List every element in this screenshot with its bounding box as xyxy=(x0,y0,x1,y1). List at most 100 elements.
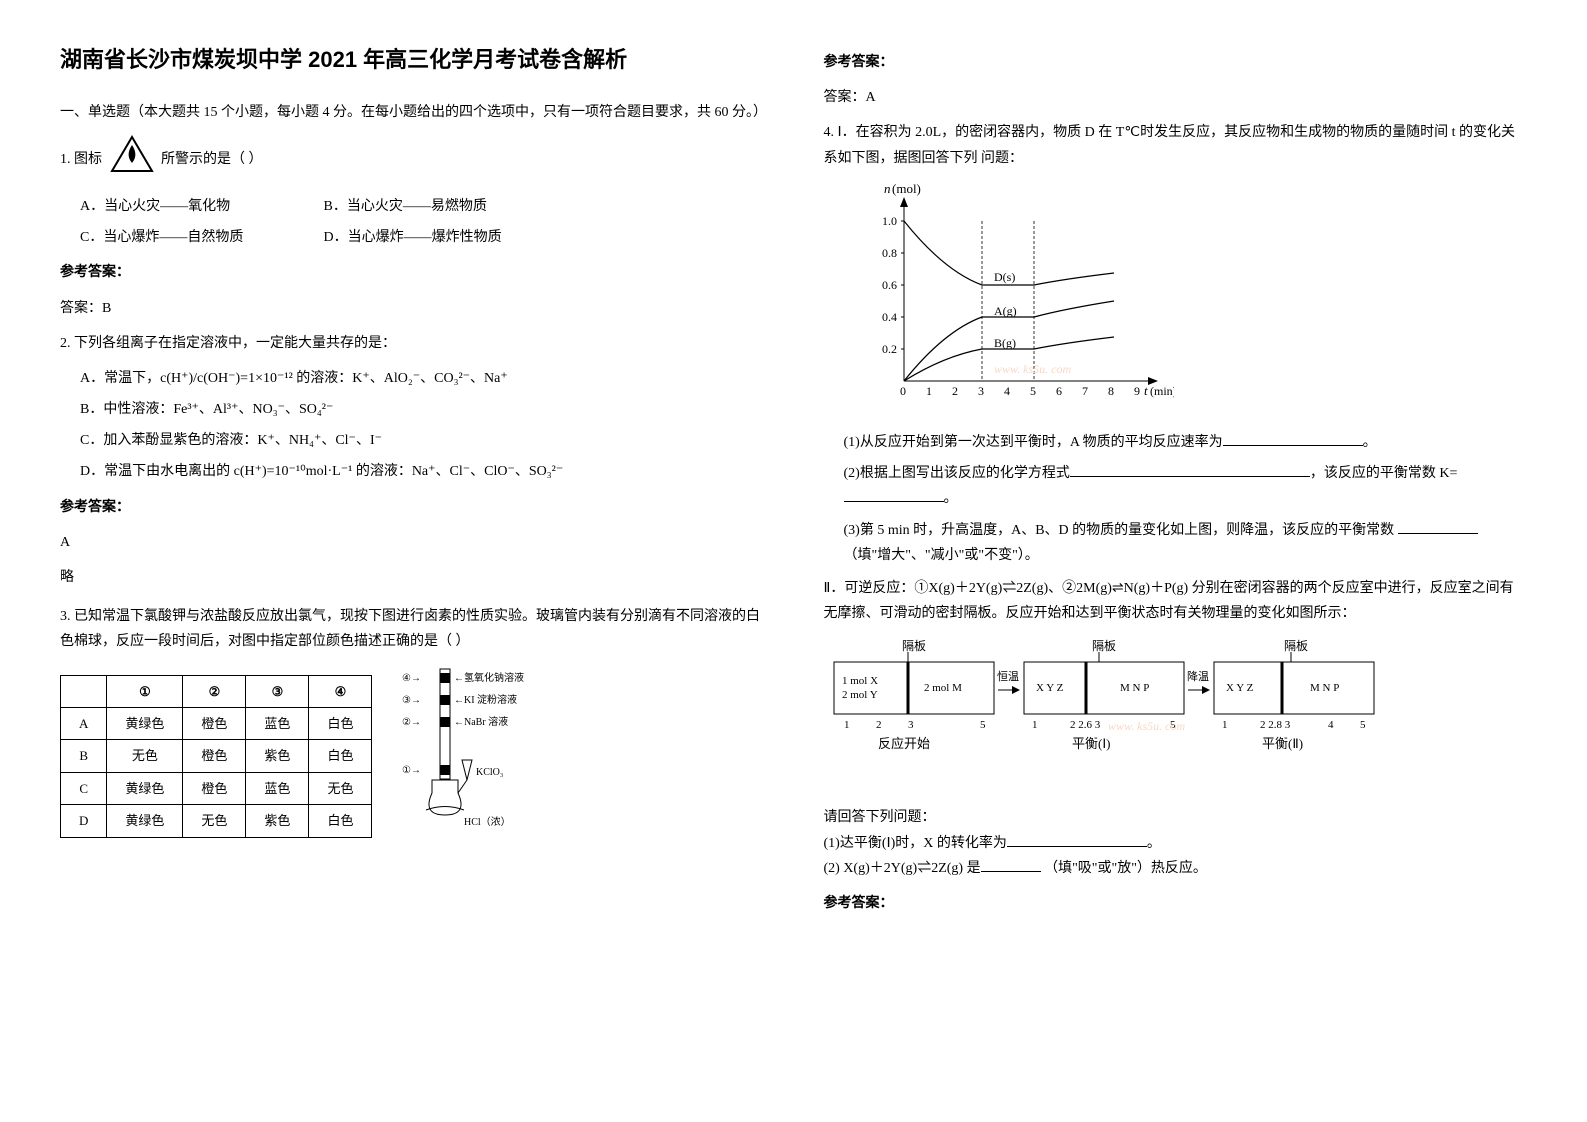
q4-sub1-text: (1)从反应开始到第一次达到平衡时，A 物质的平均反应速率为 xyxy=(844,435,1223,450)
cell: 紫色 xyxy=(246,740,309,772)
svg-text:平衡(Ⅰ): 平衡(Ⅰ) xyxy=(1072,736,1111,751)
q4-p2: (2) X(g)＋2Y(g)⇌2Z(g) 是 （填"吸"或"放"）热反应。 xyxy=(824,856,1528,881)
blank-fill xyxy=(981,857,1041,872)
svg-text:0.6: 0.6 xyxy=(882,278,897,292)
blank-fill xyxy=(1007,832,1147,847)
q4-panels: 隔板 1 mol X 2 mol Y 2 mol M 1235 反应开始 恒温 … xyxy=(824,636,1528,795)
q2-opt-b: B．中性溶液：Fe³⁺、Al³⁺、NO₃⁻、SO₄²⁻ xyxy=(60,397,764,422)
svg-text:0.4: 0.4 xyxy=(882,310,897,324)
question-4-part1-stem: 4. Ⅰ．在容积为 2.0L，的密闭容器内，物质 D 在 T℃时发生反应，其反应… xyxy=(824,120,1528,170)
svg-text:B(g): B(g) xyxy=(994,336,1016,350)
q2-opt-c: C．加入苯酚显紫色的溶液：K⁺、NH₄⁺、Cl⁻、I⁻ xyxy=(60,428,764,453)
svg-text:7: 7 xyxy=(1082,384,1088,398)
th-3: ③ xyxy=(246,675,309,707)
answer-label-1: 答案： xyxy=(60,301,102,316)
svg-text:5: 5 xyxy=(1030,384,1036,398)
q3-color-table: ① ② ③ ④ A 黄绿色 橙色 蓝色 白色 B 无色 橙色 紫色 xyxy=(60,675,372,838)
svg-text:3: 3 xyxy=(978,384,984,398)
svg-text:←NaBr 溶液: ←NaBr 溶液 xyxy=(454,715,508,728)
q1-stem-post: 所警示的是（ ） xyxy=(161,152,263,167)
table-row-a: A 黄绿色 橙色 蓝色 白色 xyxy=(61,707,372,739)
svg-text:5: 5 xyxy=(980,719,986,731)
q3-apparatus: ④→←氢氧化钠溶液 ③→←KI 淀粉溶液 ②→←NaBr 溶液 ①→ KClO₃… xyxy=(402,665,552,843)
svg-text:0.2: 0.2 xyxy=(882,342,897,356)
blank-fill xyxy=(1398,519,1478,534)
question-1: 1. 图标 所警示的是（ ） xyxy=(60,135,764,184)
cell: 橙色 xyxy=(183,740,246,772)
svg-text:②→: ②→ xyxy=(402,717,421,728)
svg-text:0: 0 xyxy=(900,384,906,398)
q4-post-q: 请回答下列问题： xyxy=(824,805,1528,830)
q3-diagram-row: ① ② ③ ④ A 黄绿色 橙色 蓝色 白色 B 无色 橙色 紫色 xyxy=(60,665,764,848)
flame-hazard-icon xyxy=(110,135,154,184)
cell: 黄绿色 xyxy=(107,772,183,804)
exam-title: 湖南省长沙市煤炭坝中学 2021 年高三化学月考试卷含解析 xyxy=(60,40,764,80)
q2-opt-d: D．常温下由水电离出的 c(H⁺)=10⁻¹⁰mol·L⁻¹ 的溶液：Na⁺、C… xyxy=(60,459,764,484)
cell: 白色 xyxy=(309,805,372,837)
th-1: ① xyxy=(107,675,183,707)
question-4-part2-stem: Ⅱ．可逆反应：①X(g)＋2Y(g)⇌2Z(g)、②2M(g)⇌N(g)＋P(g… xyxy=(824,576,1528,626)
svg-text:M N P: M N P xyxy=(1310,682,1339,694)
q4-sub3: (3)第 5 min 时，升高温度，A、B、D 的物质的量变化如上图，则降温，该… xyxy=(824,518,1528,568)
answer-2-extra: 略 xyxy=(60,565,764,590)
answer-2: A xyxy=(60,530,764,555)
cell: 白色 xyxy=(309,707,372,739)
blank-fill xyxy=(1070,462,1310,477)
svg-text:M N P: M N P xyxy=(1120,682,1149,694)
svg-text:X Y Z: X Y Z xyxy=(1036,682,1064,694)
cell: 白色 xyxy=(309,740,372,772)
svg-text:9: 9 xyxy=(1134,384,1140,398)
svg-text:2 2.8 3: 2 2.8 3 xyxy=(1260,719,1291,731)
svg-text:平衡(Ⅱ): 平衡(Ⅱ) xyxy=(1262,736,1303,751)
blank-fill xyxy=(844,487,944,502)
q1-opt-d: D．当心爆炸——爆炸性物质 xyxy=(324,230,502,245)
answer-3: 答案：A xyxy=(824,85,1528,110)
svg-text:A(g): A(g) xyxy=(994,304,1017,318)
svg-text:0.8: 0.8 xyxy=(882,246,897,260)
svg-text:(mol): (mol) xyxy=(892,181,921,196)
cell: 橙色 xyxy=(183,707,246,739)
q1-stem-pre: 1. 图标 xyxy=(60,152,102,167)
th-blank xyxy=(61,675,107,707)
svg-text:2 mol M: 2 mol M xyxy=(924,682,962,694)
svg-text:1: 1 xyxy=(1222,719,1228,731)
question-2-stem: 2. 下列各组离子在指定溶液中，一定能大量共存的是： xyxy=(60,331,764,356)
svg-text:t: t xyxy=(1144,383,1148,398)
svg-text:3: 3 xyxy=(908,719,914,731)
th-2: ② xyxy=(183,675,246,707)
svg-text:1: 1 xyxy=(926,384,932,398)
svg-text:2: 2 xyxy=(952,384,958,398)
cell: 无色 xyxy=(107,740,183,772)
cell: 橙色 xyxy=(183,772,246,804)
period: 。 xyxy=(944,491,958,506)
q1-opt-c: C．当心爆炸——自然物质 xyxy=(80,225,320,250)
svg-text:反应开始: 反应开始 xyxy=(878,736,930,751)
table-header-row: ① ② ③ ④ xyxy=(61,675,372,707)
answer-1: 答案：B xyxy=(60,296,764,321)
svg-text:2 2.6 3: 2 2.6 3 xyxy=(1070,719,1101,731)
q4-p1: (1)达平衡(Ⅰ)时，X 的转化率为。 xyxy=(824,831,1528,856)
q2-opt-a: A．常温下，c(H⁺)/c(OH⁻)=1×10⁻¹² 的溶液：K⁺、AlO₂⁻、… xyxy=(60,366,764,391)
q1-opt-a: A．当心火灾——氧化物 xyxy=(80,194,320,219)
q1-options-row2: C．当心爆炸——自然物质 D．当心爆炸——爆炸性物质 xyxy=(60,225,764,250)
table-row-b: B 无色 橙色 紫色 白色 xyxy=(61,740,372,772)
svg-text:恒温: 恒温 xyxy=(997,670,1019,683)
cell: A xyxy=(61,707,107,739)
answer-3-value: A xyxy=(866,90,876,105)
left-column: 湖南省长沙市煤炭坝中学 2021 年高三化学月考试卷含解析 一、单选题（本大题共… xyxy=(60,40,764,926)
right-column: 参考答案： 答案：A 4. Ⅰ．在容积为 2.0L，的密闭容器内，物质 D 在 … xyxy=(824,40,1528,926)
q4-sub3-text: (3)第 5 min 时，升高温度，A、B、D 的物质的量变化如上图，则降温，该… xyxy=(844,523,1395,538)
svg-text:www. ks5u. com: www. ks5u. com xyxy=(994,362,1071,376)
svg-text:③→: ③→ xyxy=(402,695,421,706)
svg-text:4: 4 xyxy=(1328,719,1334,731)
period: 。 xyxy=(1363,435,1377,450)
blank-fill xyxy=(1223,431,1363,446)
svg-text:降温: 降温 xyxy=(1187,669,1209,683)
cell: 蓝色 xyxy=(246,772,309,804)
cell: B xyxy=(61,740,107,772)
cell: 黄绿色 xyxy=(107,805,183,837)
question-3-stem: 3. 已知常温下氯酸钾与浓盐酸反应放出氯气，现按下图进行卤素的性质实验。玻璃管内… xyxy=(60,604,764,654)
svg-text:←KI 淀粉溶液: ←KI 淀粉溶液 xyxy=(454,693,517,706)
svg-text:KClO₃: KClO₃ xyxy=(476,767,503,778)
answer-label-3: 答案： xyxy=(824,90,866,105)
